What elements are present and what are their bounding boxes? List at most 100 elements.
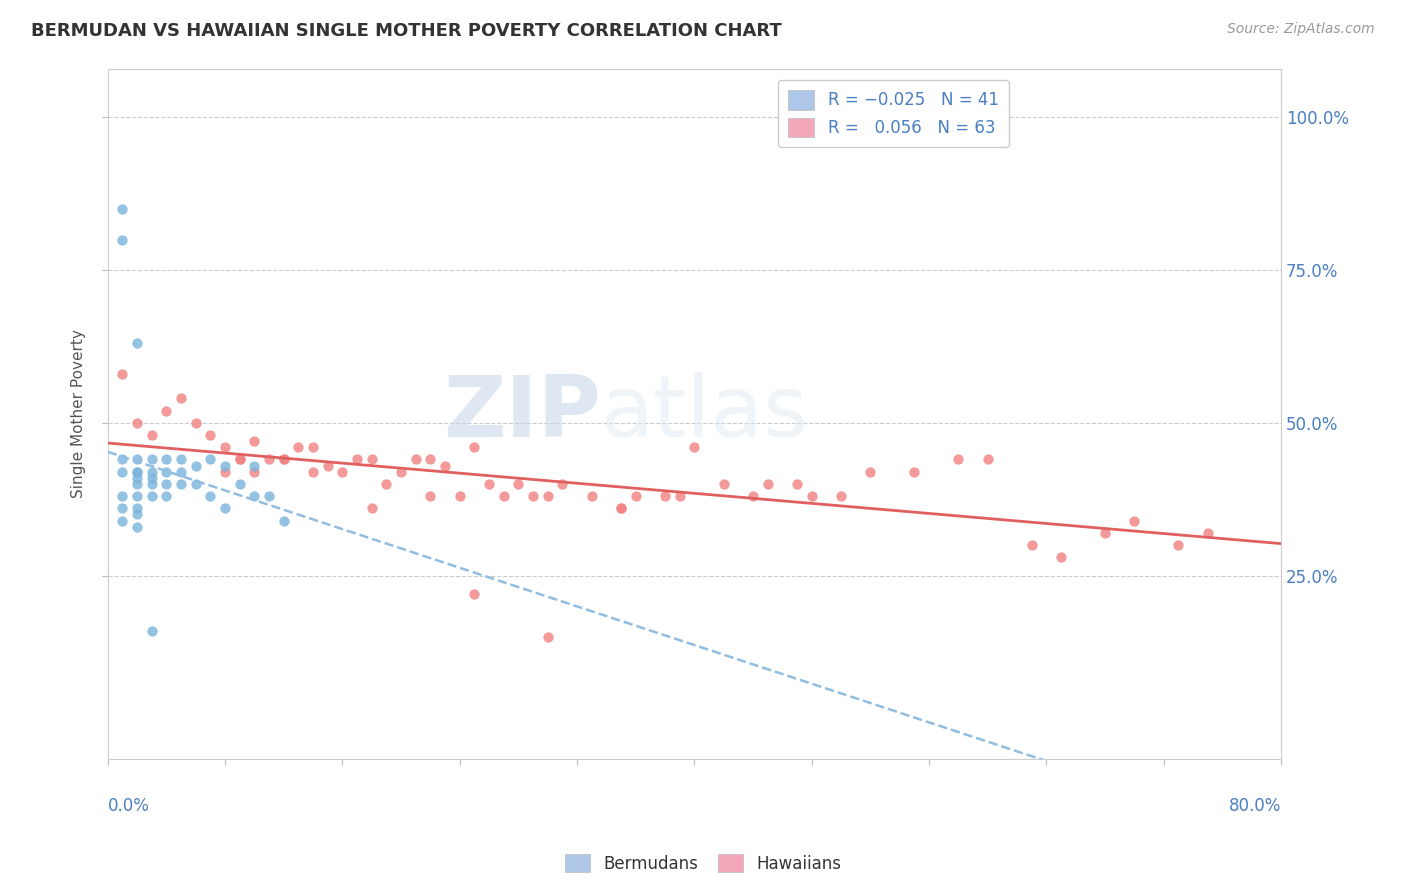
Point [257,452,280,467]
Point [800,489,823,503]
Point [610,501,633,516]
Point [127,501,149,516]
Point [141,428,163,442]
Point [229,476,252,491]
Point [302,440,325,454]
Point [302,465,325,479]
Point [170,392,193,406]
Point [141,476,163,491]
Point [1094,525,1116,540]
Point [508,476,530,491]
Point [111,514,134,528]
Point [1197,525,1219,540]
Point [141,624,163,638]
Text: 80.0%: 80.0% [1229,797,1281,814]
Point [389,465,412,479]
Point [184,458,207,473]
Point [229,452,252,467]
Point [200,452,222,467]
Point [375,476,398,491]
Point [214,465,236,479]
Point [155,452,177,467]
Point [214,501,236,516]
Y-axis label: Single Mother Poverty: Single Mother Poverty [72,329,86,498]
Point [170,452,193,467]
Legend: R = −0.025   N = 41, R =   0.056   N = 63: R = −0.025 N = 41, R = 0.056 N = 63 [778,80,1008,147]
Point [1050,550,1073,565]
Text: BERMUDAN VS HAWAIIAN SINGLE MOTHER POVERTY CORRELATION CHART: BERMUDAN VS HAWAIIAN SINGLE MOTHER POVER… [31,22,782,40]
Point [200,489,222,503]
Point [287,440,309,454]
Point [1167,538,1189,552]
Point [111,367,134,381]
Point [948,452,970,467]
Point [332,465,354,479]
Point [141,489,163,503]
Text: 0.0%: 0.0% [108,797,149,814]
Legend: Bermudans, Hawaiians: Bermudans, Hawaiians [558,847,848,880]
Point [111,489,134,503]
Point [522,489,544,503]
Point [200,428,222,442]
Point [184,476,207,491]
Point [756,476,779,491]
Point [581,489,603,503]
Point [127,489,149,503]
Point [243,458,266,473]
Point [127,336,149,351]
Point [478,476,501,491]
Point [742,489,765,503]
Point [243,434,266,449]
Point [346,452,368,467]
Point [170,465,193,479]
Point [155,476,177,491]
Point [624,489,647,503]
Point [127,465,149,479]
Point [111,452,134,467]
Point [492,489,515,503]
Point [127,519,149,533]
Text: ZIP: ZIP [443,372,600,455]
Point [273,452,295,467]
Point [463,440,485,454]
Point [243,489,266,503]
Point [111,501,134,516]
Point [243,465,266,479]
Point [127,465,149,479]
Point [1123,514,1146,528]
Point [155,489,177,503]
Point [434,458,457,473]
Point [360,501,382,516]
Point [405,452,427,467]
Point [111,465,134,479]
Point [654,489,676,503]
Point [786,476,808,491]
Point [214,458,236,473]
Point [551,476,574,491]
Point [419,489,441,503]
Point [127,471,149,485]
Text: Source: ZipAtlas.com: Source: ZipAtlas.com [1227,22,1375,37]
Text: atlas: atlas [600,372,808,455]
Point [111,202,134,216]
Point [127,452,149,467]
Point [449,489,471,503]
Point [360,452,382,467]
Point [257,489,280,503]
Point [229,452,252,467]
Point [170,476,193,491]
Point [141,465,163,479]
Point [683,440,706,454]
Point [830,489,852,503]
Point [141,452,163,467]
Point [859,465,882,479]
Point [610,501,633,516]
Point [537,489,560,503]
Point [668,489,690,503]
Point [903,465,925,479]
Point [184,416,207,430]
Point [127,476,149,491]
Point [127,508,149,522]
Point [713,476,735,491]
Point [976,452,998,467]
